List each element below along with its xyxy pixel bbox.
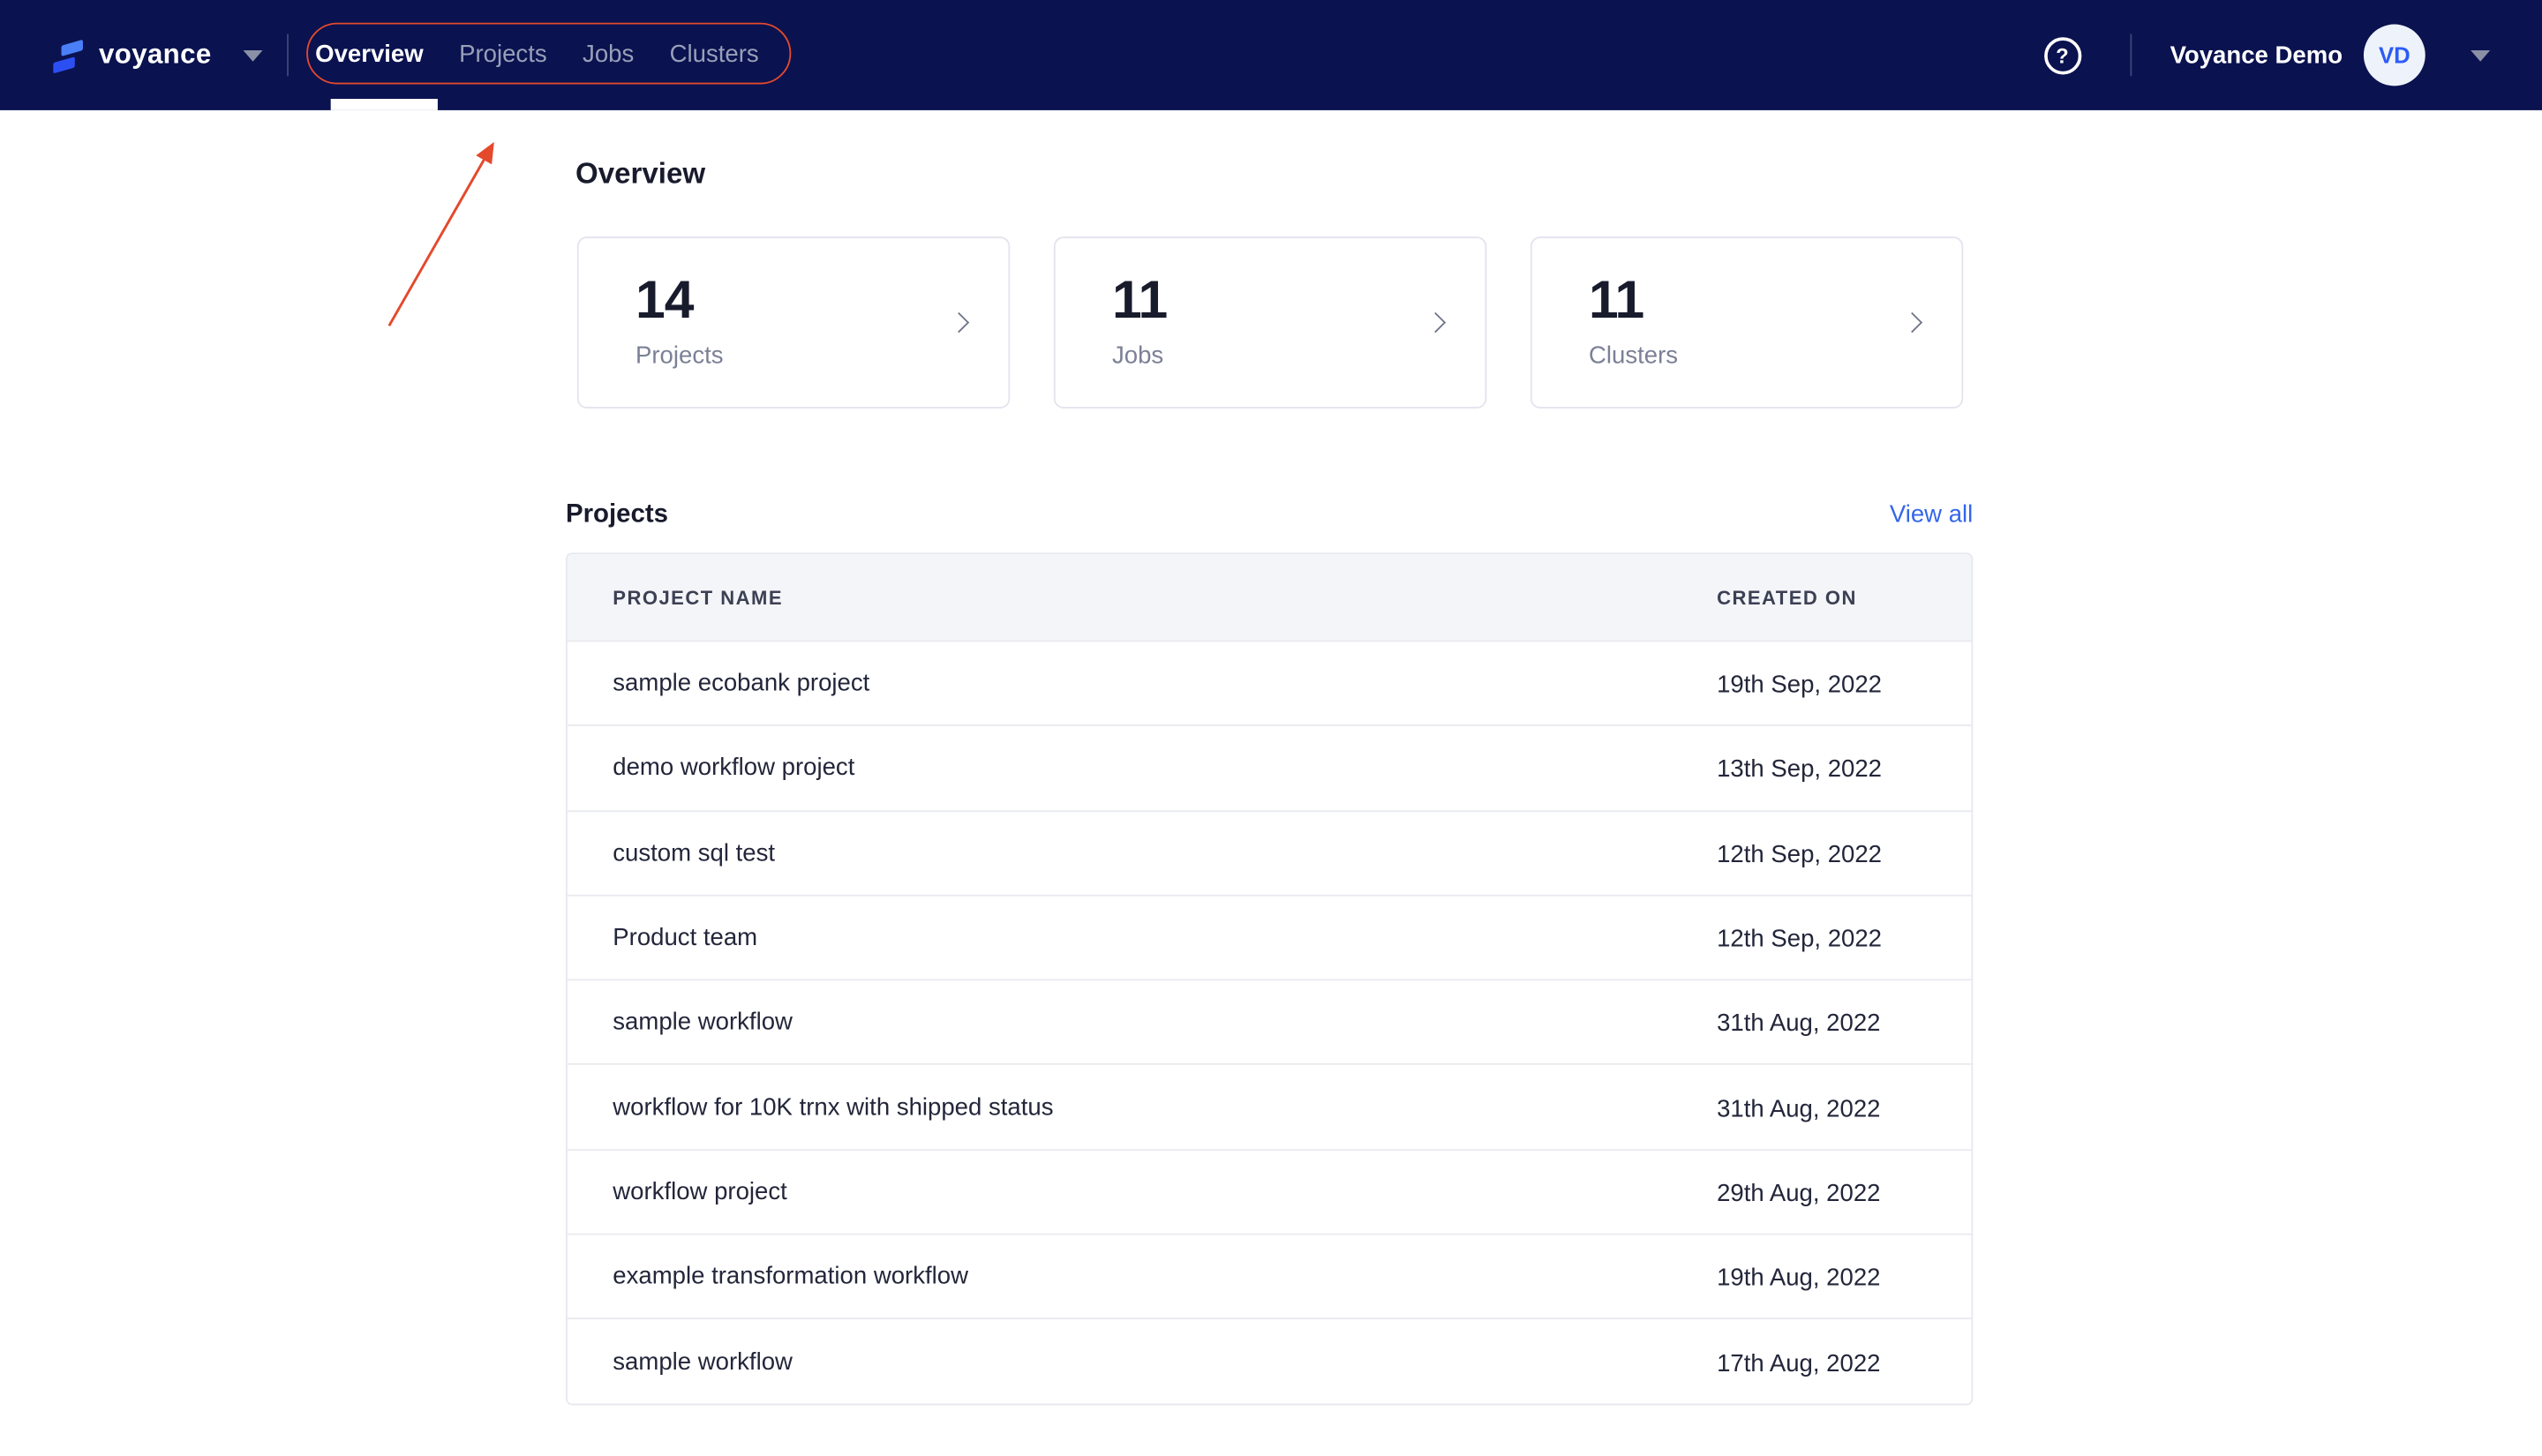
table-row[interactable]: Product team 12th Sep, 2022: [567, 894, 1972, 979]
brand-name: voyance: [99, 39, 212, 70]
view-all-link[interactable]: View all: [1889, 500, 1974, 529]
top-navbar: voyance Overview Projects Jobs Clusters …: [0, 0, 2542, 110]
page-title: Overview: [575, 157, 706, 190]
project-name-cell: workflow project: [613, 1178, 787, 1206]
stat-label: Projects: [635, 341, 724, 370]
project-name-cell: sample workflow: [613, 1009, 793, 1037]
active-tab-underline: [330, 99, 438, 110]
project-name-cell: sample workflow: [613, 1347, 793, 1376]
column-header-project-name: PROJECT NAME: [613, 585, 784, 609]
tab-overview[interactable]: Overview: [315, 40, 424, 69]
question-circle-icon[interactable]: [2043, 36, 2081, 74]
created-on-cell: 13th Sep, 2022: [1717, 755, 1883, 784]
projects-section-title: Projects: [566, 500, 668, 529]
navbar-divider: [287, 34, 290, 77]
stat-value: 14: [635, 268, 695, 329]
column-header-created-on: CREATED ON: [1717, 585, 1857, 609]
table-row[interactable]: workflow project 29th Aug, 2022: [567, 1148, 1972, 1234]
projects-section-header: Projects View all: [566, 501, 1973, 530]
tab-clusters[interactable]: Clusters: [669, 40, 759, 69]
created-on-cell: 29th Aug, 2022: [1717, 1179, 1881, 1208]
account-chevron-down-icon[interactable]: [2471, 49, 2491, 61]
navbar-right: Voyance Demo VD: [2043, 24, 2491, 86]
table-row[interactable]: workflow for 10K trnx with shipped statu…: [567, 1063, 1972, 1149]
stat-cards: 14 Projects 11 Jobs 11 Clusters: [576, 236, 1973, 409]
stat-card-jobs[interactable]: 11 Jobs: [1053, 236, 1487, 409]
created-on-cell: 17th Aug, 2022: [1717, 1349, 1881, 1377]
created-on-cell: 19th Aug, 2022: [1717, 1265, 1881, 1293]
tab-projects[interactable]: Projects: [459, 40, 547, 69]
created-on-cell: 12th Sep, 2022: [1717, 840, 1883, 868]
stat-value: 11: [1111, 268, 1168, 329]
table-row[interactable]: example transformation workflow 19th Aug…: [567, 1233, 1972, 1318]
table-row[interactable]: sample workflow 17th Aug, 2022: [567, 1317, 1972, 1404]
table-row[interactable]: sample workflow 31th Aug, 2022: [567, 979, 1972, 1064]
brand-chevron-down-icon[interactable]: [244, 49, 264, 61]
table-row[interactable]: sample ecobank project 19th Sep, 2022: [567, 640, 1972, 725]
annotation-arrow: [387, 141, 494, 326]
table-header: PROJECT NAME CREATED ON: [567, 554, 1972, 641]
created-on-cell: 31th Aug, 2022: [1717, 1009, 1881, 1039]
project-name-cell: sample ecobank project: [613, 669, 870, 698]
projects-table: PROJECT NAME CREATED ON sample ecobank p…: [566, 552, 1974, 1405]
project-name-cell: workflow for 10K trnx with shipped statu…: [613, 1093, 1054, 1122]
created-on-cell: 12th Sep, 2022: [1717, 925, 1883, 954]
project-name-cell: example transformation workflow: [613, 1263, 969, 1291]
brand[interactable]: voyance: [52, 35, 212, 74]
table-row[interactable]: demo workflow project 13th Sep, 2022: [567, 724, 1972, 810]
stat-value: 11: [1588, 268, 1644, 329]
project-name-cell: custom sql test: [613, 838, 776, 867]
created-on-cell: 31th Aug, 2022: [1717, 1094, 1881, 1123]
account-name: Voyance Demo: [2170, 41, 2343, 70]
navbar-divider-right: [2129, 34, 2132, 77]
stat-card-clusters[interactable]: 11 Clusters: [1530, 236, 1964, 409]
created-on-cell: 19th Sep, 2022: [1717, 671, 1883, 699]
stat-label: Clusters: [1588, 341, 1679, 370]
table-row[interactable]: custom sql test 12th Sep, 2022: [567, 809, 1972, 895]
project-name-cell: demo workflow project: [613, 754, 855, 783]
avatar[interactable]: VD: [2363, 24, 2425, 86]
stat-label: Jobs: [1111, 341, 1164, 370]
main-nav-tabs: Overview Projects Jobs Clusters: [315, 0, 759, 110]
project-name-cell: Product team: [613, 923, 758, 952]
voyance-logo-icon: [53, 40, 83, 73]
main-content: Overview 14 Projects 11 Jobs 11 Clusters: [566, 157, 1974, 1405]
tab-jobs[interactable]: Jobs: [583, 40, 635, 69]
stat-card-projects[interactable]: 14 Projects: [576, 236, 1011, 409]
